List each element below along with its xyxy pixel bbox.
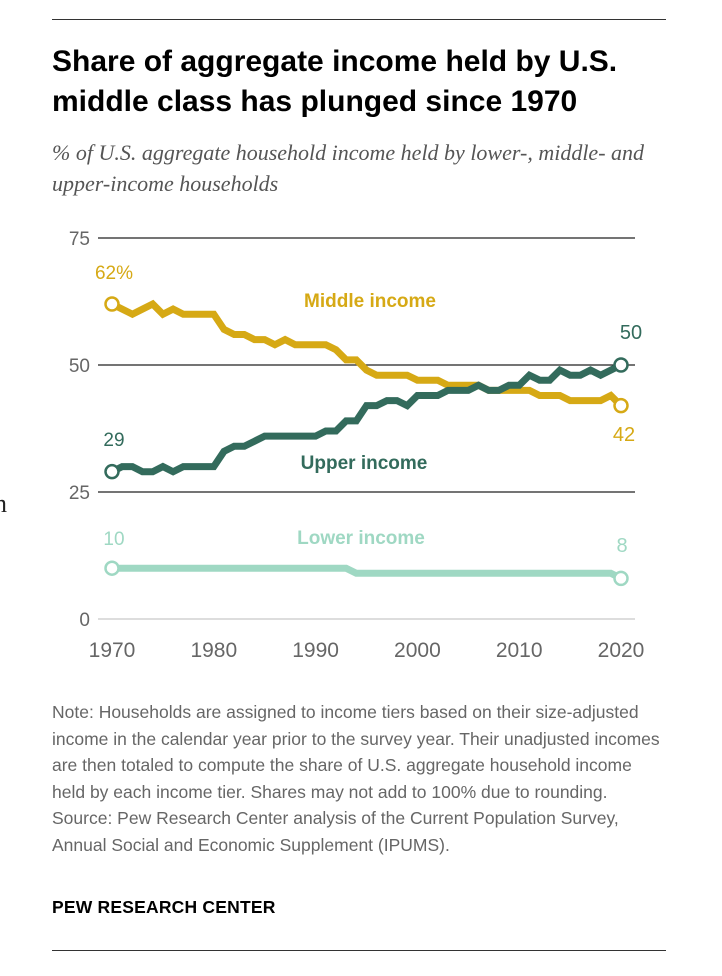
top-rule <box>52 19 666 20</box>
y-tick-label: 0 <box>79 610 90 631</box>
x-tick-label: 1970 <box>89 639 136 662</box>
grid-lines <box>98 237 635 620</box>
lower-income-line <box>112 564 623 582</box>
x-tick-label: 1980 <box>190 639 237 662</box>
series-labels: Middle income 62% 42 Upper income 29 50 Lower … <box>95 263 642 557</box>
bottom-rule <box>52 950 666 951</box>
lower-income-end-marker <box>613 570 629 587</box>
lower-income-start-value-label: 10 <box>103 529 124 550</box>
y-tick-label: 25 <box>69 483 90 504</box>
chart-notes: Note: Households are assigned to income … <box>52 699 662 858</box>
chart-subtitle: % of U.S. aggregate household income hel… <box>52 140 645 196</box>
middle-income-end-value-label: 42 <box>613 424 635 446</box>
series-lines <box>104 296 629 587</box>
upper-income-line <box>110 361 623 476</box>
y-tick-label: 75 <box>69 229 90 250</box>
y-axis-ticks: 0 25 50 75 <box>69 229 90 631</box>
x-tick-label: 2020 <box>598 639 645 662</box>
brand-logo-text: PEW RESEARCH CENTER <box>52 897 276 917</box>
clipped-text-fragment: n <box>0 489 7 518</box>
line-chart: 0 25 50 75 1970 1980 1990 2000 2010 2020 Middle … <box>69 229 645 662</box>
lower-income-series-label: Lower income <box>297 528 425 549</box>
upper-income-end-value-label: 50 <box>620 322 642 344</box>
middle-income-end-marker <box>613 397 629 414</box>
chart-title: Share of aggregate income held by U.S. m… <box>52 45 618 118</box>
x-tick-label: 2010 <box>496 639 543 662</box>
middle-income-start-value-label: 62% <box>95 263 133 284</box>
lower-income-start-marker <box>104 560 120 576</box>
lower-income-end-value-label: 8 <box>616 535 627 557</box>
upper-income-series-label: Upper income <box>301 453 428 474</box>
middle-income-series-label: Middle income <box>304 291 436 312</box>
upper-income-end-marker <box>613 357 629 373</box>
note-text: Note: Households are assigned to income … <box>52 702 660 802</box>
y-tick-label: 50 <box>69 356 90 377</box>
upper-income-start-marker <box>104 463 120 480</box>
upper-income-start-value-label: 29 <box>103 430 124 451</box>
middle-income-start-marker <box>104 296 120 312</box>
x-tick-label: 2000 <box>394 639 441 662</box>
x-tick-label: 1990 <box>292 639 339 662</box>
x-axis-ticks: 1970 1980 1990 2000 2010 2020 <box>89 639 645 662</box>
middle-income-line <box>110 299 624 409</box>
source-text: Source: Pew Research Center analysis of … <box>52 808 619 855</box>
